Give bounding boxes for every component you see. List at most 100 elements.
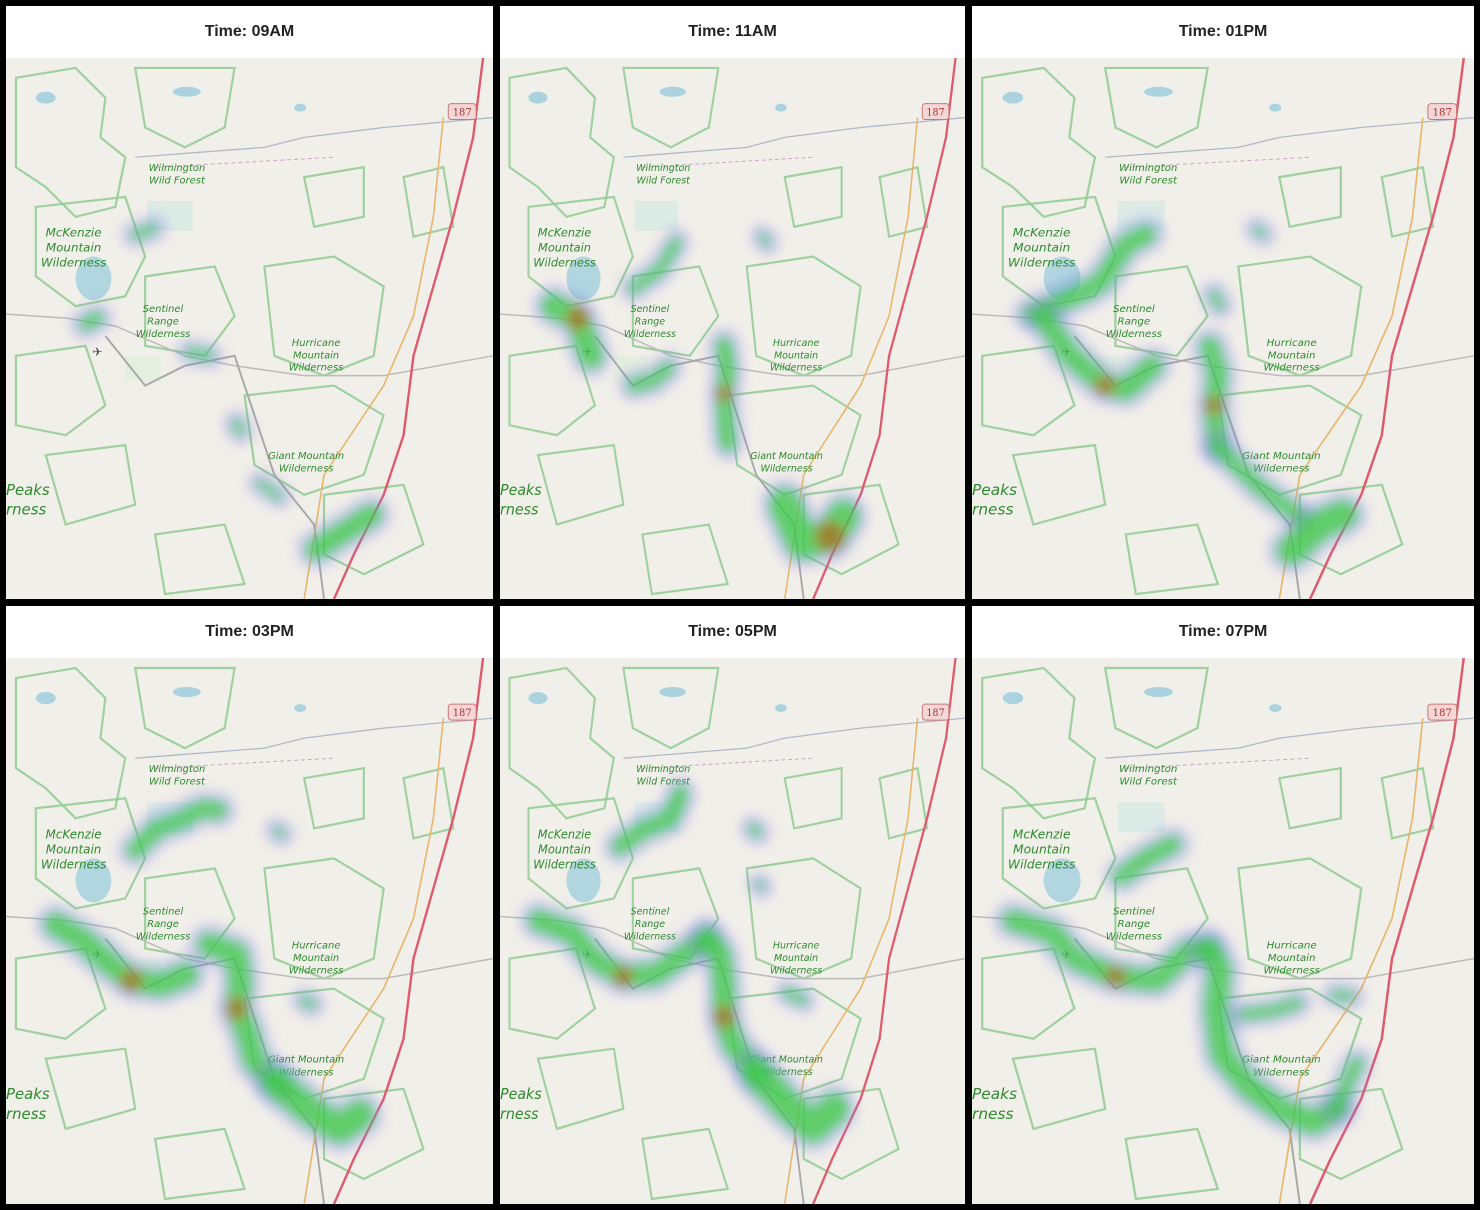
pond-shape [775, 704, 787, 713]
wilderness-boundary [783, 165, 843, 229]
heat-trail [272, 826, 287, 839]
map-view[interactable]: 187 Wilmington Wild Forest McKenzie Mountain… [6, 658, 493, 1204]
map-canvas: 187 Wilmington Wild Forest McKenzie Mountain… [972, 658, 1474, 1204]
heat-trail [1112, 835, 1183, 886]
wilderness-boundary [1278, 165, 1342, 229]
panel-title: Time: 01PM [972, 6, 1474, 58]
label-wilmington-wild-forest: Wilmington Wild Forest [149, 163, 206, 186]
pond-shape [294, 103, 307, 112]
heat-trail [1021, 224, 1157, 325]
lake-shape [566, 256, 601, 301]
route-shield-icon: 187 [921, 103, 950, 121]
heatmap-layer [70, 215, 391, 569]
lake-shape [172, 86, 201, 97]
heatmap-panel-1500: Time: 03PM 187 Wilmington Wild Forest McKen… [6, 606, 493, 1204]
map-view[interactable]: 187 Wilmington Wild Forest McKenzie Mountain… [500, 58, 965, 599]
heat-hotspot [1204, 396, 1223, 415]
highway-route [812, 658, 957, 1204]
heatmap-panel-1700: Time: 05PM 187 Wilmington Wild Forest McKen… [500, 606, 965, 1204]
label-high-peaks-wilderness: Peaks rness [6, 481, 50, 519]
panel-title: Time: 11AM [500, 6, 965, 58]
map-canvas: 187 Wilmington Wild Forest McKenzie Mountain… [500, 58, 965, 599]
wilderness-boundary [153, 523, 246, 596]
heat-trail [78, 311, 105, 331]
heat-hotspot [613, 966, 633, 987]
heat-trail [1199, 335, 1229, 458]
label-wilmington-wild-forest: Wilmington Wild Forest [149, 764, 206, 788]
map-view[interactable]: 187 Wilmington Wild Forest McKenzie Mountain… [6, 58, 493, 599]
wilderness-boundary [34, 195, 147, 308]
label-hurricane-mountain-wilderness: Hurricane Mountain Wilderness [289, 338, 344, 374]
local-road [135, 717, 493, 759]
wilderness-boundary [1103, 666, 1209, 750]
wilderness-boundary [322, 1087, 425, 1181]
lake-shape [659, 86, 686, 97]
pond-shape [1269, 704, 1282, 713]
heat-trail [126, 799, 228, 860]
heat-trail [1195, 936, 1350, 1135]
map-view[interactable]: 187 Wilmington Wild Forest McKenzie Mountain… [972, 58, 1474, 599]
label-giant-mountain-wilderness: Giant Mountain Wilderness [1242, 451, 1320, 474]
label-mckenzie-mountain-wilderness: McKenzie Mountain Wilderness [533, 827, 595, 871]
heat-trail [1209, 439, 1309, 525]
heat-trail [747, 823, 763, 838]
wilderness-boundary [14, 344, 107, 437]
lake-shape [528, 692, 548, 705]
label-hurricane-mountain-wilderness: Hurricane Mountain Wilderness [770, 940, 822, 976]
wilderness-boundary [263, 857, 385, 980]
map-view[interactable]: 187 Wilmington Wild Forest McKenzie Mountain… [500, 658, 965, 1204]
map-canvas: 187 Wilmington Wild Forest McKenzie Mountain… [6, 58, 493, 599]
panel-title: Time: 03PM [6, 606, 493, 658]
wilderness-boundary [1237, 255, 1363, 377]
heat-trail [611, 785, 689, 856]
panel-title: Time: 09AM [6, 6, 493, 58]
label-wilmington-wild-forest: Wilmington Wild Forest [1119, 163, 1178, 186]
heatmap-layer [519, 777, 857, 1151]
wilderness-boundary [878, 766, 929, 840]
heat-hotspot [713, 1005, 735, 1028]
route-shield-icon: 187 [447, 703, 477, 721]
heat-hotspot [815, 521, 845, 552]
label-mckenzie-mountain-wilderness: McKenzie Mountain Wilderness [41, 827, 107, 871]
lake-shape [566, 858, 601, 903]
wilderness-boundary [783, 766, 843, 830]
map-canvas: 187 Wilmington Wild Forest McKenzie Mountain… [6, 658, 493, 1204]
lake-shape [1144, 86, 1173, 97]
label-hurricane-mountain-wilderness: Hurricane Mountain Wilderness [770, 338, 822, 374]
heat-trail [231, 418, 246, 437]
heat-trail [781, 987, 809, 1006]
heat-trail [1329, 989, 1357, 1002]
route-shield-icon: 187 [1427, 703, 1458, 721]
lake-shape [1043, 858, 1081, 903]
heatmap-panel-1300: Time: 01PM 187 Wilmington Wild Forest McKen… [972, 6, 1474, 599]
wilderness-boundary [133, 666, 236, 750]
heat-hotspot [1105, 966, 1126, 987]
route-shield-label: 187 [453, 108, 472, 119]
lake-shape [75, 858, 112, 903]
heat-trail [299, 995, 318, 1010]
label-mckenzie-mountain-wilderness: McKenzie Mountain Wilderness [1008, 226, 1076, 270]
wilderness-boundary [622, 666, 720, 750]
label-hurricane-mountain-wilderness: Hurricane Mountain Wilderness [1264, 941, 1321, 977]
heat-trail [261, 1067, 375, 1144]
pond-shape [775, 103, 787, 112]
heat-trail [43, 912, 199, 997]
state-boundary-line [1125, 156, 1311, 168]
route-shield-icon: 187 [1427, 103, 1458, 121]
heatmap-panel-1900: Time: 07PM 187 Wilmington Wild Forest McKen… [972, 606, 1474, 1204]
map-view[interactable]: 187 Wilmington Wild Forest McKenzie Mountain… [972, 658, 1474, 1204]
wilderness-boundary [641, 1127, 730, 1201]
local-road [135, 116, 493, 158]
state-boundary-line [155, 757, 335, 769]
wilderness-boundary [34, 797, 147, 910]
panel-title: Time: 05PM [500, 606, 965, 658]
route-shield-icon: 187 [921, 703, 950, 721]
state-boundary-line [155, 156, 335, 168]
route-shield-label: 187 [453, 708, 472, 719]
heat-trail [1208, 289, 1226, 312]
route-shield-label: 187 [1432, 708, 1452, 719]
wilderness-boundary [527, 195, 634, 308]
label-giant-mountain-wilderness: Giant Mountain Wilderness [750, 451, 823, 475]
label-sentinel-range-wilderness: Sentinel Range Wilderness [136, 304, 191, 340]
pond-shape [294, 704, 307, 713]
